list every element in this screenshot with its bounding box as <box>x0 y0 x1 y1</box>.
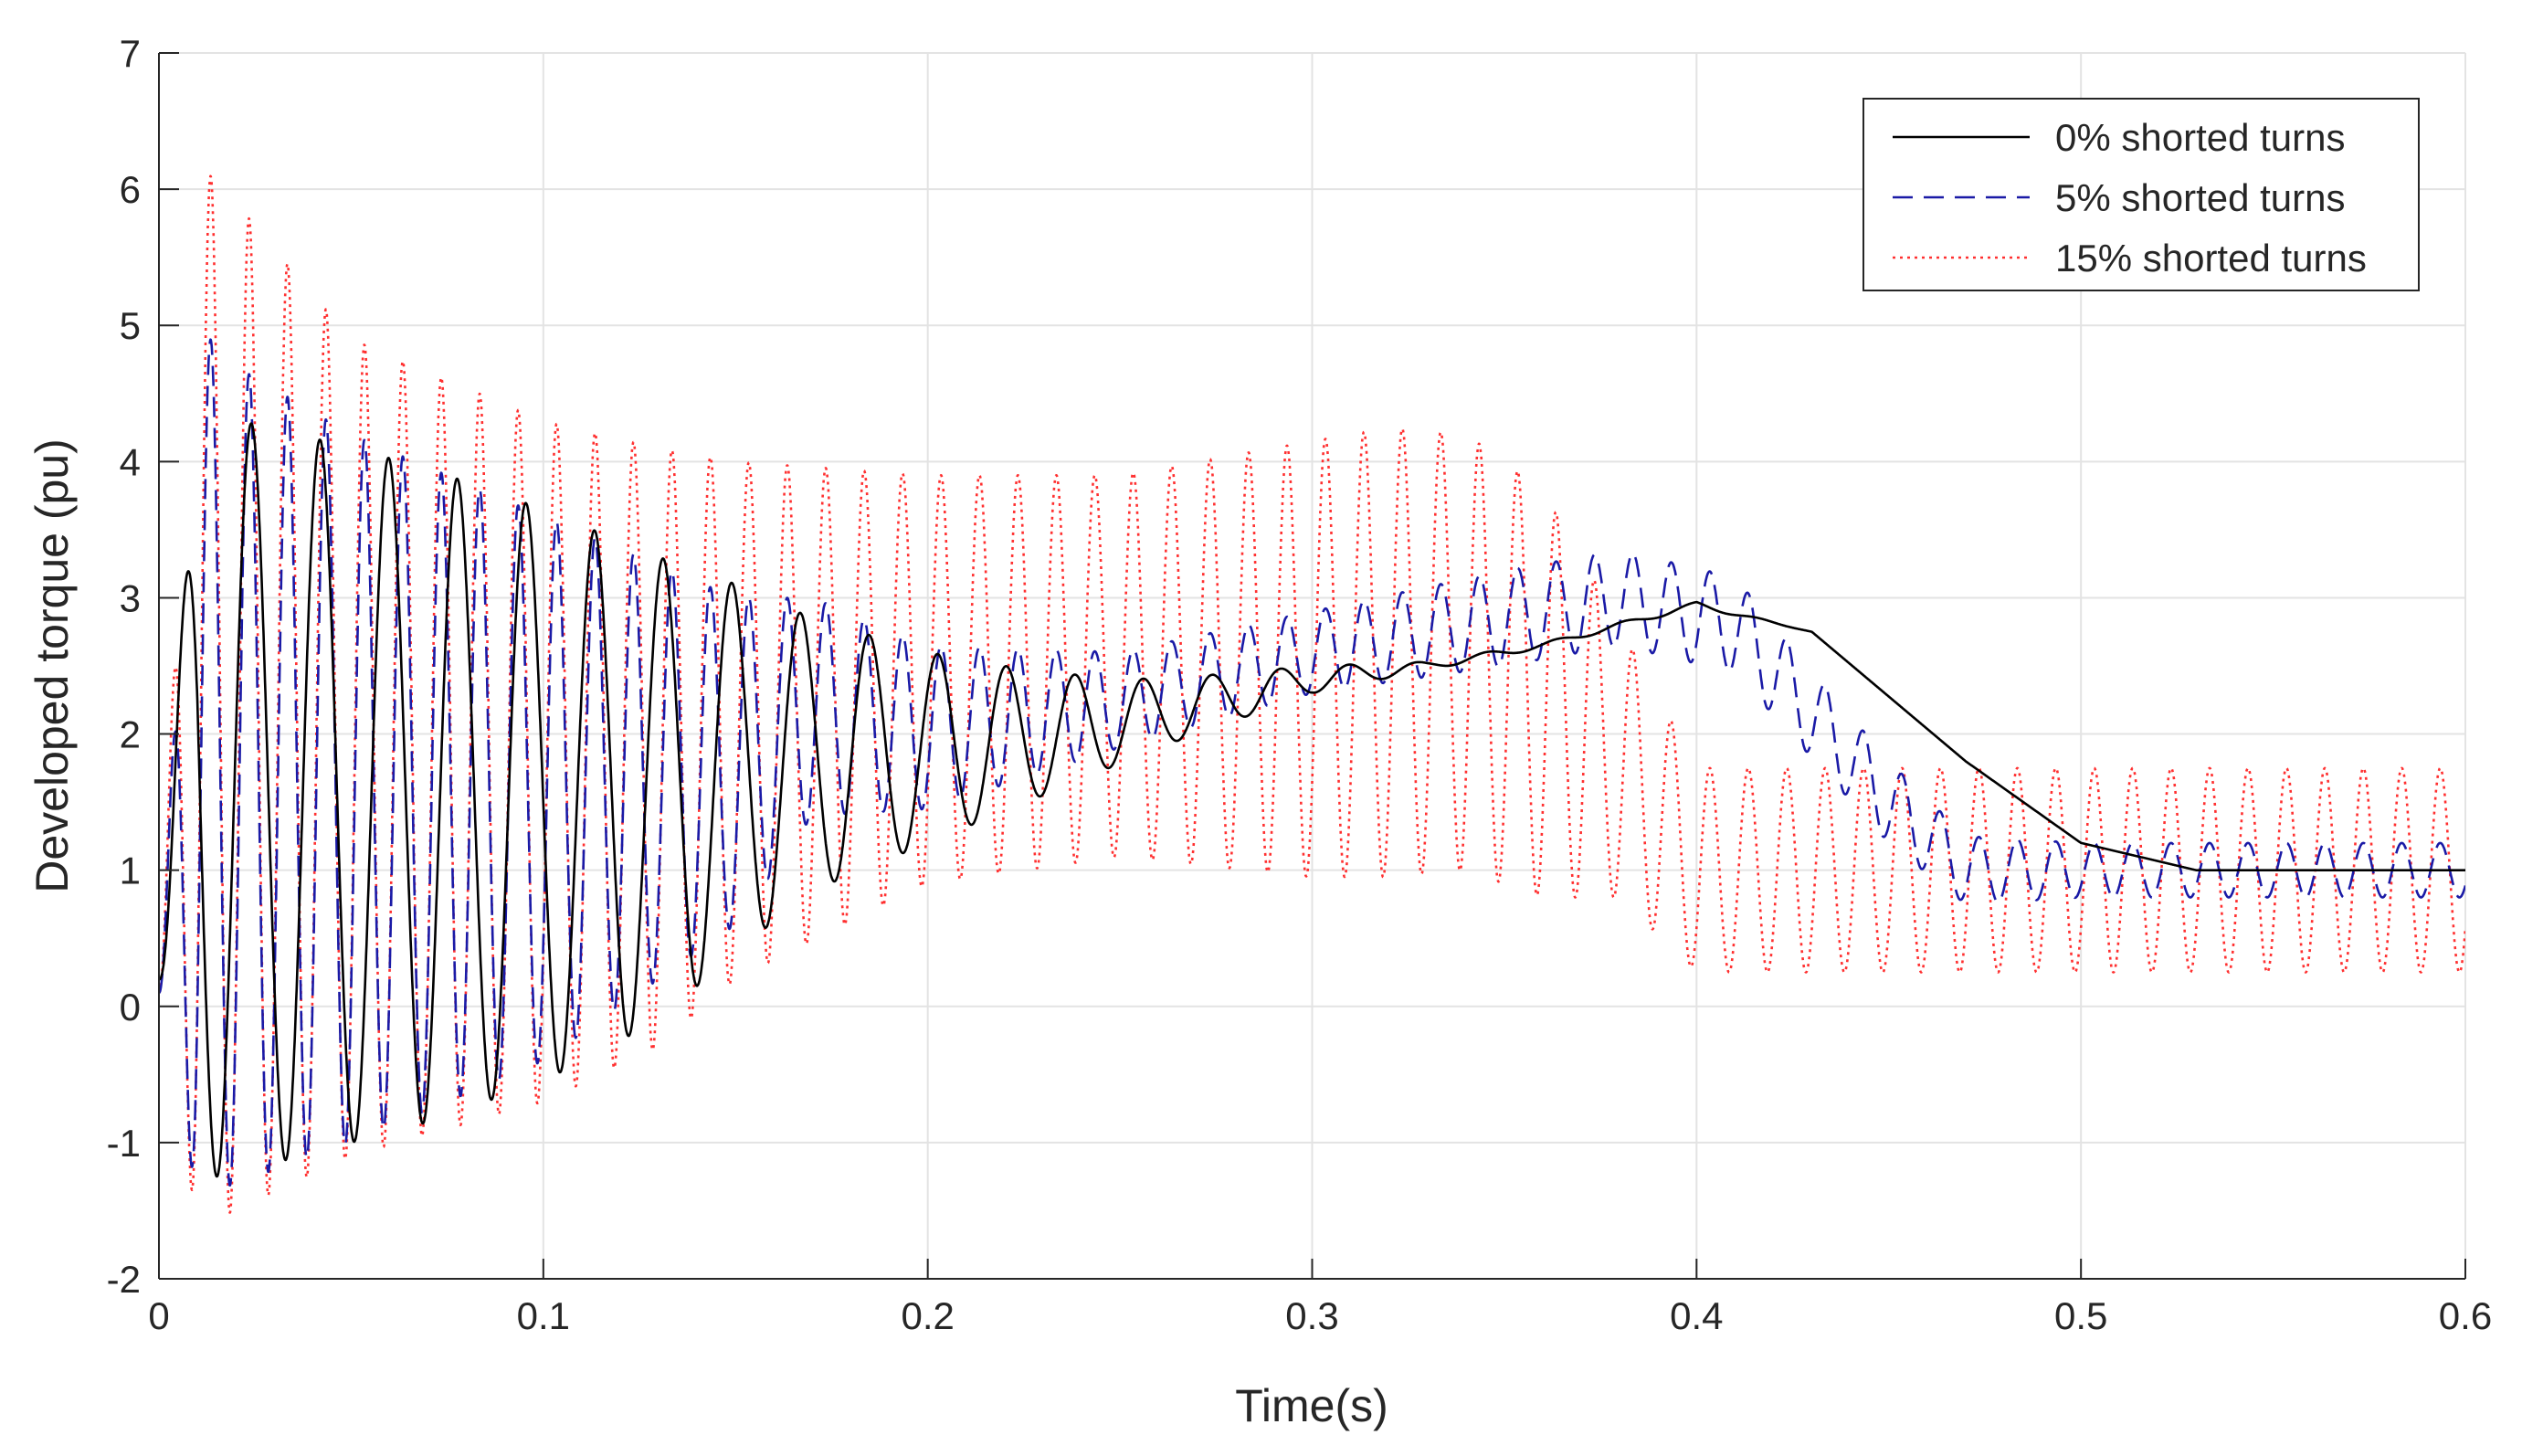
x-tick-label-4: 0.4 <box>1670 1294 1723 1337</box>
y-tick-label-7: 5 <box>120 304 141 347</box>
series-layer <box>159 174 2465 1214</box>
y-tick-label-0: -2 <box>107 1258 141 1301</box>
x-tick-label-1: 0.1 <box>517 1294 570 1337</box>
legend: 0% shorted turns 5% shorted turns 15% sh… <box>1862 98 2420 291</box>
legend-label-5pct: 5% shorted turns <box>2055 176 2346 219</box>
legend-label-0pct: 0% shorted turns <box>2055 116 2346 159</box>
series-line-0 <box>159 422 2465 1178</box>
legend-label-15pct: 15% shorted turns <box>2055 237 2367 280</box>
y-tick-label-6: 4 <box>120 440 141 483</box>
legend-box <box>1862 98 2420 291</box>
x-tick-label-3: 0.3 <box>1285 1294 1338 1337</box>
x-tick-label-2: 0.2 <box>901 1294 954 1337</box>
y-tick-label-8: 6 <box>120 168 141 211</box>
y-tick-label-2: 0 <box>120 986 141 1029</box>
y-tick-label-3: 1 <box>120 849 141 892</box>
tick-labels: 0 0.1 0.2 0.3 0.4 0.5 0.6 -2 -1 0 1 2 3 4 5 6 7 <box>107 32 2493 1337</box>
x-tick-label-5: 0.5 <box>2054 1294 2107 1337</box>
series-line-1 <box>159 338 2465 1187</box>
x-tick-label-0: 0 <box>148 1294 169 1337</box>
y-axis-label: Developed torque (pu) <box>26 438 78 893</box>
y-tick-label-1: -1 <box>107 1122 141 1165</box>
x-axis-label: Time(s) <box>1235 1380 1388 1431</box>
y-tick-label-9: 7 <box>120 32 141 75</box>
x-tick-label-6: 0.6 <box>2439 1294 2492 1337</box>
y-tick-label-5: 3 <box>120 576 141 619</box>
series-line-2 <box>159 174 2465 1214</box>
y-tick-label-4: 2 <box>120 713 141 756</box>
